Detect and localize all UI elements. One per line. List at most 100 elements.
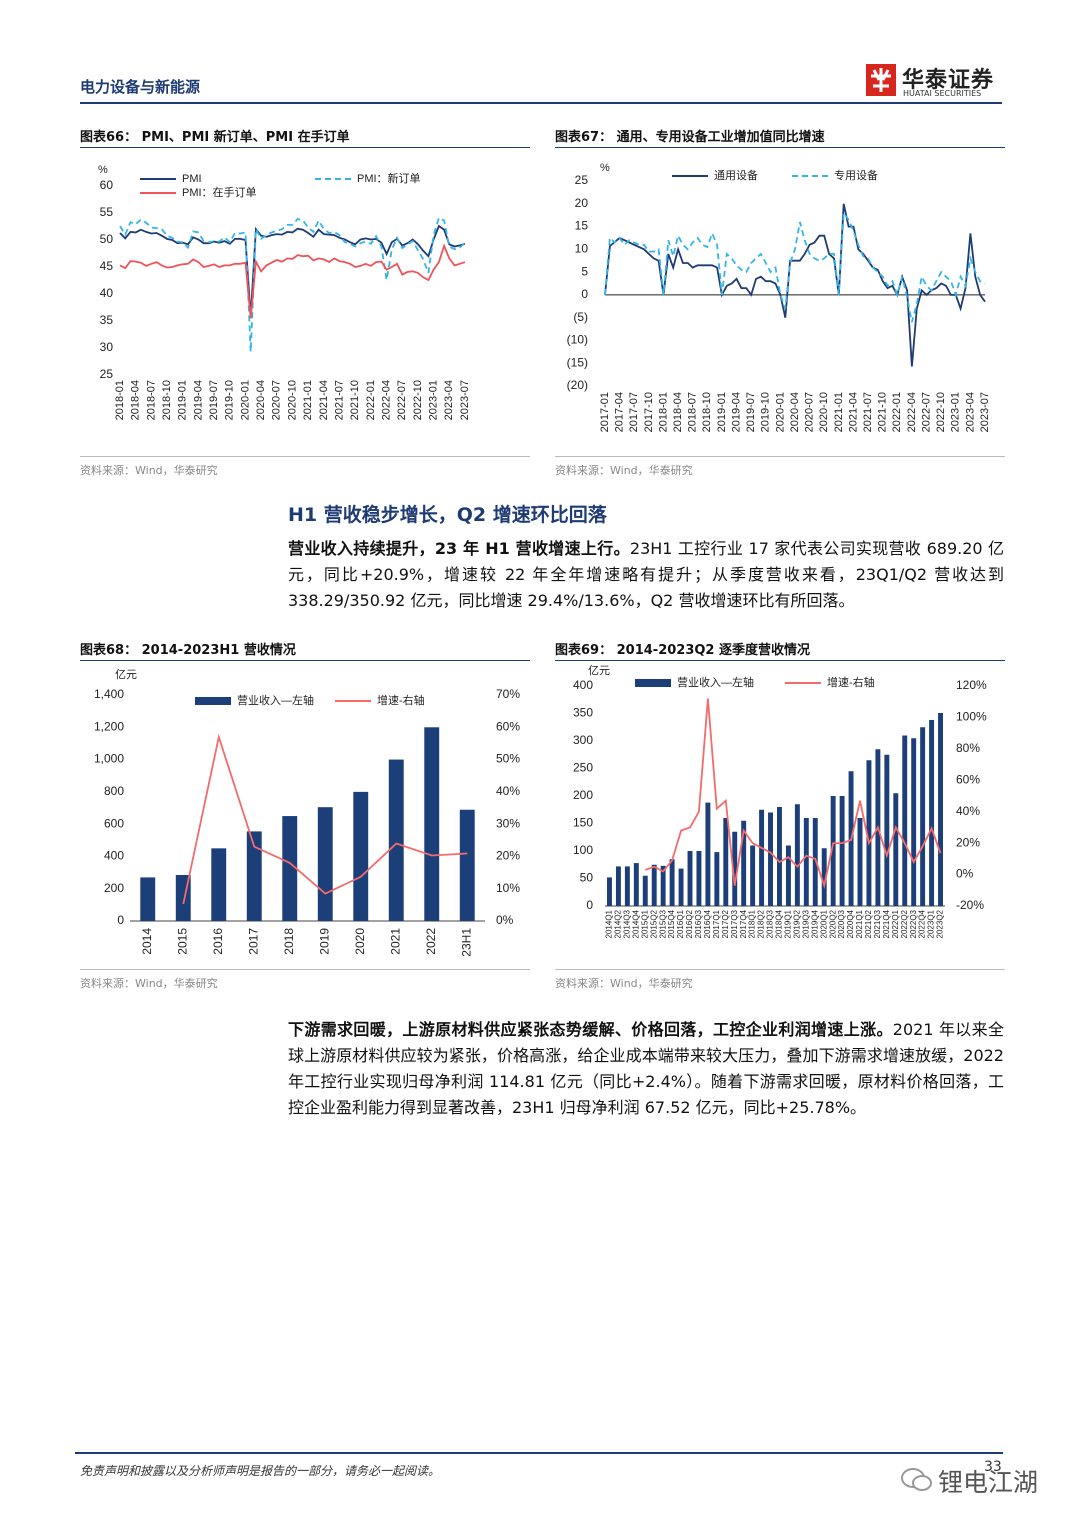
x-tick-label: 2018-04 bbox=[672, 392, 684, 432]
x-tick-label: 2015Q1 bbox=[640, 909, 649, 938]
x-tick-label: 2016 bbox=[211, 928, 225, 955]
y-tick-label: 0 bbox=[581, 287, 588, 301]
x-tick-label: 2022Q1 bbox=[891, 909, 900, 938]
x-tick-label: 2018-04 bbox=[130, 380, 142, 420]
chart-title: 图表67： 通用、专用设备工业增加值同比增速 bbox=[555, 126, 1005, 148]
line-series bbox=[604, 210, 986, 323]
bar bbox=[830, 796, 836, 906]
x-tick-label: 2017-01 bbox=[599, 392, 611, 432]
bar bbox=[424, 727, 440, 921]
legend-label: PMI：在手订单 bbox=[182, 185, 257, 199]
x-tick-label: 2021-01 bbox=[302, 380, 314, 420]
paragraph-body: 23H1 工控行业 17 家代表公司实现营收 689.20 亿元，同比+20.9… bbox=[288, 539, 1004, 610]
y-tick-label: 50 bbox=[580, 871, 594, 885]
x-tick-label: 2021Q1 bbox=[855, 909, 864, 938]
x-tick-label: 2020-07 bbox=[804, 392, 816, 432]
x-tick-label: 2018Q2 bbox=[757, 909, 766, 938]
bar bbox=[669, 859, 675, 906]
x-tick-label: 2014Q4 bbox=[631, 909, 640, 938]
y-tick-label: 100 bbox=[573, 843, 593, 857]
y-axis-label: 亿元 bbox=[588, 664, 610, 677]
bar bbox=[911, 738, 917, 906]
x-tick-label: 2023-07 bbox=[979, 392, 991, 432]
chart-title: 图表66： PMI、PMI 新订单、PMI 在手订单 bbox=[80, 126, 530, 148]
bar bbox=[615, 866, 621, 906]
x-tick-label: 2014Q3 bbox=[622, 909, 631, 938]
bar bbox=[696, 851, 702, 906]
bar bbox=[705, 802, 711, 906]
x-tick-label: 2019Q3 bbox=[801, 909, 810, 938]
x-tick-label: 2018-07 bbox=[145, 380, 157, 420]
bar bbox=[785, 845, 791, 906]
bar bbox=[642, 875, 648, 906]
line-series bbox=[182, 733, 468, 905]
x-tick-label: 2018 bbox=[282, 928, 296, 955]
y-tick-label: 40% bbox=[496, 784, 520, 798]
x-tick-label: 2020-07 bbox=[271, 380, 283, 420]
chart-source: 资料来源：Wind，华泰研究 bbox=[80, 456, 530, 478]
logo-icon bbox=[866, 64, 896, 96]
y-tick-label: 10 bbox=[575, 242, 589, 256]
y-tick-label: 60% bbox=[496, 719, 520, 733]
x-tick-label: 2019-10 bbox=[760, 392, 772, 432]
x-tick-label: 2021-10 bbox=[349, 380, 361, 420]
bar bbox=[607, 877, 612, 906]
bar bbox=[651, 864, 657, 906]
bar bbox=[777, 807, 782, 906]
y-tick-label: -20% bbox=[956, 898, 984, 912]
bar bbox=[687, 851, 693, 906]
chart-source: 资料来源：Wind，华泰研究 bbox=[555, 456, 1005, 478]
x-tick-label: 2014 bbox=[140, 928, 154, 955]
x-tick-label: 2020-10 bbox=[818, 392, 830, 432]
x-tick-label: 2021-04 bbox=[318, 380, 330, 420]
bar bbox=[388, 759, 404, 921]
bar bbox=[246, 831, 262, 921]
x-tick-label: 2018-10 bbox=[161, 380, 173, 420]
paragraph-lead: 营业收入持续提升，23 年 H1 营收增速上行。 bbox=[288, 539, 630, 558]
x-tick-label: 2019-01 bbox=[716, 392, 728, 432]
legend-label: PMI：新订单 bbox=[357, 171, 421, 185]
line-series bbox=[604, 203, 986, 367]
y-tick-label: (5) bbox=[573, 310, 588, 324]
y-tick-label: 1,000 bbox=[94, 752, 124, 766]
bar bbox=[920, 727, 926, 906]
section-name: 电力设备与新能源 bbox=[80, 78, 201, 96]
x-tick-label: 2018-07 bbox=[687, 392, 699, 432]
bar bbox=[884, 754, 890, 906]
x-tick-label: 2019-01 bbox=[177, 380, 189, 420]
bar bbox=[633, 863, 639, 906]
y-tick-label: 70% bbox=[496, 687, 520, 701]
wechat-icon bbox=[901, 1468, 932, 1491]
x-tick-label: 2019-07 bbox=[745, 392, 757, 432]
x-tick-label: 2019 bbox=[317, 928, 331, 955]
paragraph-lead: 下游需求回暖，上游原材料供应紧张态势缓解、价格回落，工控企业利润增速上涨。 bbox=[288, 1020, 893, 1039]
bar bbox=[768, 812, 773, 906]
logo-en: HUATAI SECURITIES bbox=[903, 89, 982, 98]
y-tick-label: 55 bbox=[100, 205, 114, 219]
y-tick-label: 25 bbox=[575, 173, 589, 187]
y-tick-label: 1,200 bbox=[94, 719, 124, 733]
bar bbox=[893, 793, 899, 906]
disclaimer: 免责声明和披露以及分析师声明是报告的一部分，请务必一起阅读。 bbox=[80, 1464, 441, 1478]
y-tick-label: 400 bbox=[573, 678, 593, 692]
x-tick-label: 2022-07 bbox=[396, 380, 408, 420]
x-tick-label: 2017-10 bbox=[643, 392, 655, 432]
y-tick-label: 400 bbox=[104, 849, 124, 863]
bar bbox=[714, 852, 720, 906]
y-tick-label: 200 bbox=[573, 788, 593, 802]
y-tick-label: 40 bbox=[100, 286, 114, 300]
x-tick-label: 2014Q2 bbox=[614, 909, 623, 938]
x-tick-label: 2021-07 bbox=[862, 392, 874, 432]
paragraph-body: 2021 年以来全球上游原材料供应较为紧张，价格高涨，给企业成本端带来较大压力，… bbox=[288, 1020, 1004, 1117]
bar bbox=[732, 831, 738, 906]
x-tick-label: 2023-07 bbox=[459, 380, 471, 420]
legend-swatch bbox=[195, 697, 231, 705]
x-tick-label: 2022Q2 bbox=[900, 909, 909, 938]
y-tick-label: 20% bbox=[496, 849, 520, 863]
x-tick-label: 2019Q4 bbox=[810, 909, 819, 938]
x-tick-label: 2023Q2 bbox=[936, 909, 945, 938]
bar bbox=[938, 712, 943, 906]
y-tick-label: 200 bbox=[104, 881, 124, 895]
x-tick-label: 2017Q1 bbox=[712, 909, 721, 938]
